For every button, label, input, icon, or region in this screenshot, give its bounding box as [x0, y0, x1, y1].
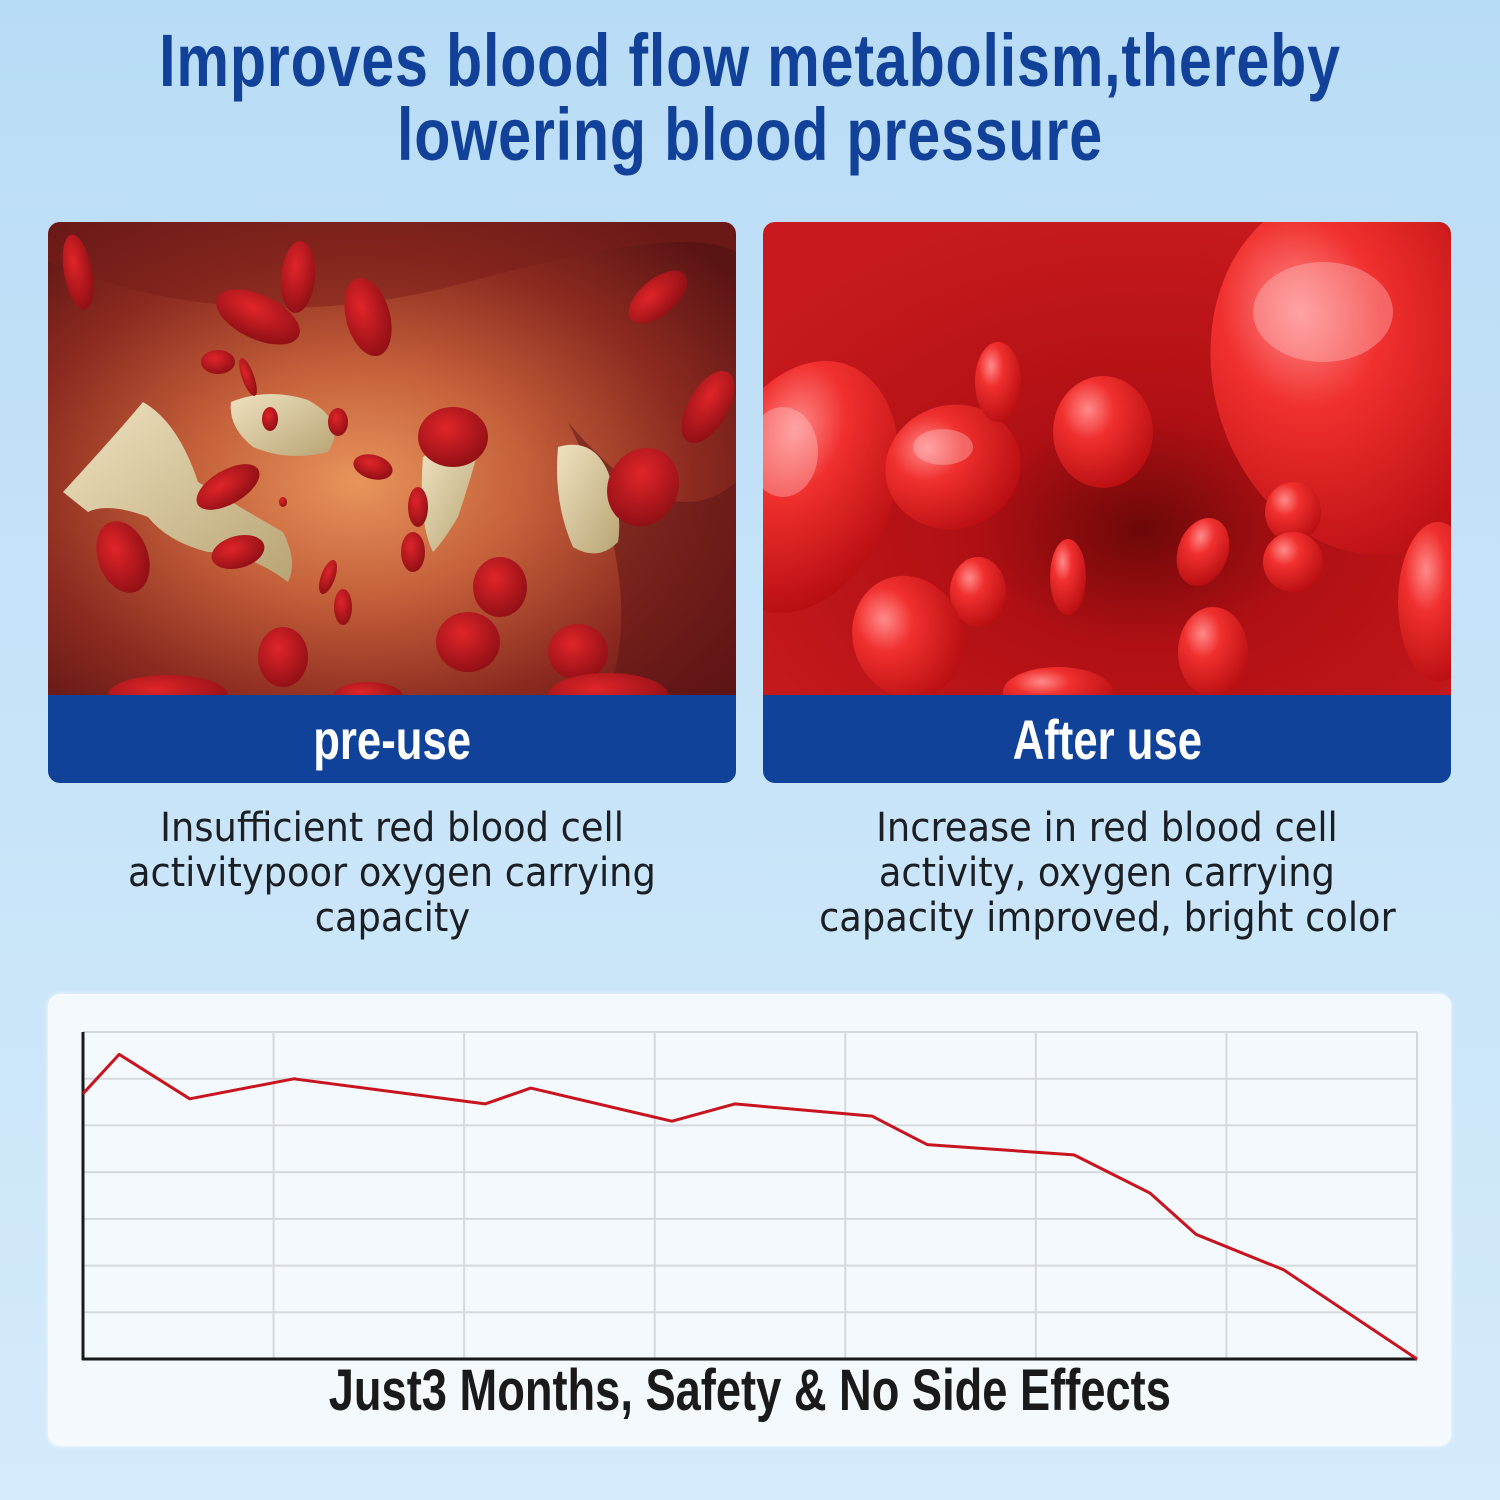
after-use-description-line: capacity improved, bright color: [818, 895, 1396, 941]
after-use-description-line: activity, oxygen carrying: [878, 850, 1336, 896]
after-use-label: After use: [1012, 707, 1202, 771]
headline: Improves blood flow metabolism,thereby l…: [150, 24, 1350, 172]
healthy-blood-cells-image: [763, 222, 1451, 695]
trend-line: [81, 1052, 1418, 1361]
chart-caption: Just3 Months, Safety & No Side Effects: [48, 1360, 1451, 1422]
pre-use-description-line: activitypoor oxygen carrying: [128, 850, 656, 896]
pre-use-panel: pre-use: [48, 222, 736, 783]
headline-line-1: Improves blood flow metabolism,thereby: [159, 19, 1341, 102]
headline-line-2: lowering blood pressure: [397, 93, 1103, 176]
pre-use-description-line: capacity: [314, 895, 470, 941]
after-use-panel: After use: [763, 222, 1451, 783]
chart-card: Just3 Months, Safety & No Side Effects: [48, 994, 1451, 1446]
pre-use-label: pre-use: [313, 707, 471, 771]
pre-use-description: Insufficient red blood cell activitypoor…: [32, 806, 752, 941]
after-use-label-bar: After use: [763, 695, 1451, 783]
pre-use-label-bar: pre-use: [48, 695, 736, 783]
chart-caption-text: Just3 Months, Safety & No Side Effects: [328, 1358, 1171, 1423]
after-use-description-line: Increase in red blood cell: [876, 805, 1338, 851]
clogged-artery-image: [48, 222, 736, 695]
after-use-description: Increase in red blood cell activity, oxy…: [747, 806, 1467, 941]
blood-pressure-line-chart: [81, 1031, 1418, 1361]
pre-use-description-line: Insufficient red blood cell: [160, 805, 624, 851]
